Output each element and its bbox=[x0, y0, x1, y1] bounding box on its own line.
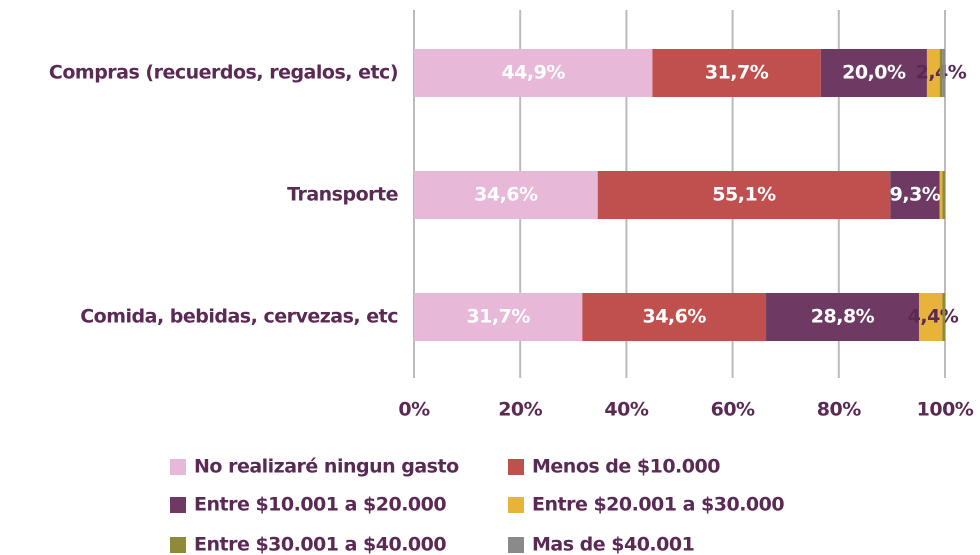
bar-segment bbox=[414, 49, 653, 97]
x-tick-label: 0% bbox=[398, 399, 430, 421]
bar-segment bbox=[942, 293, 945, 341]
data-label: 4,4% bbox=[908, 306, 959, 328]
legend-swatch bbox=[170, 459, 186, 475]
legend-swatch bbox=[170, 537, 186, 553]
legend-label: Entre $30.001 a $40.000 bbox=[194, 534, 446, 555]
bar-segment bbox=[652, 49, 821, 97]
bar-segment bbox=[942, 171, 945, 219]
category-label: Transporte bbox=[287, 184, 398, 206]
legend-swatch bbox=[508, 537, 524, 553]
data-label: 31,7% bbox=[705, 62, 769, 84]
data-label: 31,7% bbox=[466, 306, 530, 328]
bar-segment bbox=[890, 171, 940, 219]
bar-segment bbox=[414, 171, 598, 219]
bar-segment bbox=[414, 293, 583, 341]
x-tick-label: 100% bbox=[917, 399, 974, 421]
data-label: 34,6% bbox=[474, 184, 538, 206]
bar-segment bbox=[820, 49, 927, 97]
legend-label: Entre $10.001 a $20.000 bbox=[194, 494, 446, 516]
legend-swatch bbox=[508, 497, 524, 513]
bar-segment bbox=[939, 49, 943, 97]
bar-segment bbox=[766, 293, 919, 341]
category-label: Compras (recuerdos, regalos, etc) bbox=[49, 62, 398, 84]
bar-segment bbox=[926, 49, 940, 97]
x-tick-label: 80% bbox=[817, 399, 861, 421]
data-label: 34,6% bbox=[642, 306, 706, 328]
legend-label: Entre $20.001 a $30.000 bbox=[532, 494, 784, 516]
bar-segment bbox=[597, 171, 891, 219]
data-label: 55,1% bbox=[712, 184, 776, 206]
x-tick-label: 20% bbox=[498, 399, 542, 421]
bar-segment bbox=[582, 293, 767, 341]
data-label: 20,0% bbox=[842, 62, 906, 84]
bar-segment bbox=[942, 49, 945, 97]
x-tick-label: 60% bbox=[711, 399, 755, 421]
legend-label: Menos de $10.000 bbox=[532, 456, 720, 478]
data-label: 28,8% bbox=[811, 306, 875, 328]
legend-swatch bbox=[508, 459, 524, 475]
bar-segment bbox=[918, 293, 943, 341]
data-label: 9,3% bbox=[890, 184, 941, 206]
legend-swatch bbox=[170, 497, 186, 513]
category-label: Comida, bebidas, cervezas, etc bbox=[80, 306, 398, 328]
legend-label: Mas de $40.001 bbox=[532, 534, 694, 555]
x-tick-label: 40% bbox=[604, 399, 648, 421]
bar-segment bbox=[939, 171, 943, 219]
legend-label: No realizaré ningun gasto bbox=[194, 456, 459, 478]
data-label: 44,9% bbox=[501, 62, 565, 84]
